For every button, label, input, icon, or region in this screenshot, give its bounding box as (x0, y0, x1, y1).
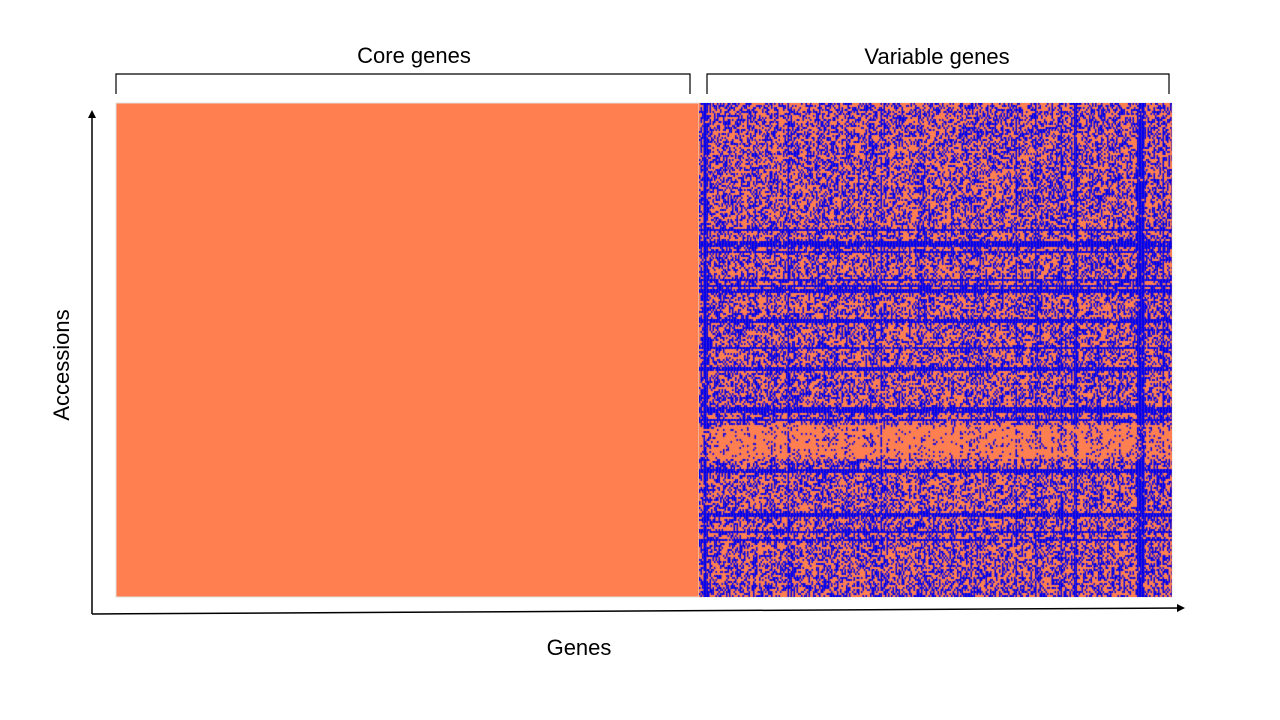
variable-genes-heatmap (699, 103, 1172, 597)
y-axis-label: Accessions (49, 309, 75, 420)
variable-genes-brace (707, 74, 1169, 94)
x-axis-arrow (92, 608, 1183, 614)
variable-genes-label: Variable genes (864, 44, 1009, 70)
core-genes-brace (116, 74, 690, 94)
core-genes-label: Core genes (357, 43, 471, 69)
core-genes-block (116, 103, 699, 597)
x-axis-label: Genes (547, 635, 612, 661)
